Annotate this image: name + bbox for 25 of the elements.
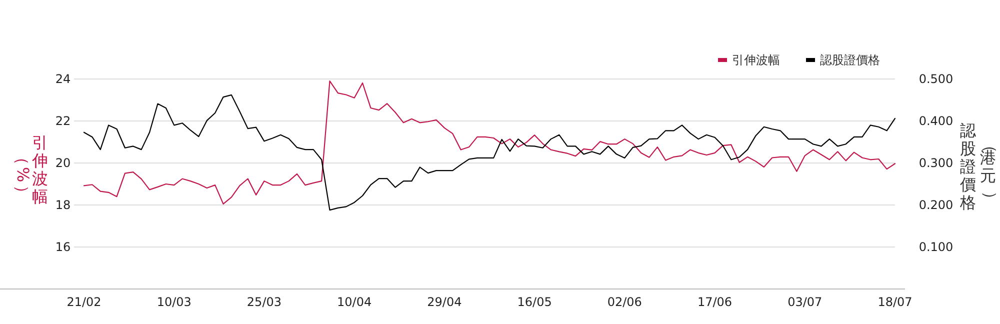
- x-tick-label: 03/07: [788, 295, 822, 309]
- y2-tick-label: 0.300: [918, 156, 954, 170]
- line-series: [83, 94, 896, 211]
- x-tick-label: 25/03: [246, 295, 282, 309]
- x-tick-label: 10/04: [337, 295, 372, 309]
- y-tick-label: 16: [55, 240, 71, 254]
- x-tick-label: 02/06: [607, 295, 642, 309]
- y2-tick-label: 0.400: [918, 114, 954, 128]
- y-tick-label: 18: [55, 198, 71, 212]
- text: 引伸波幅（%）: [13, 133, 48, 206]
- legend-label: 認股證價格: [820, 53, 880, 67]
- y-tick-label: 20: [55, 156, 71, 170]
- line-series: [83, 80, 896, 204]
- y-tick-label: 24: [55, 72, 71, 86]
- x-tick-label: 16/05: [517, 295, 552, 309]
- y2-tick-label: 0.500: [918, 72, 954, 86]
- y-tick-label: 22: [55, 114, 71, 128]
- y2-tick-label: 0.100: [918, 240, 954, 254]
- x-tick-label: 10/03: [156, 295, 192, 309]
- legend-label: 引伸波幅: [732, 53, 780, 67]
- x-tick-label: 18/07: [878, 295, 912, 309]
- x-tick-label: 17/06: [697, 295, 732, 309]
- x-tick-label: 21/02: [66, 295, 102, 309]
- x-tick-label: 29/04: [427, 295, 462, 309]
- y2-tick-label: 0.200: [918, 198, 954, 212]
